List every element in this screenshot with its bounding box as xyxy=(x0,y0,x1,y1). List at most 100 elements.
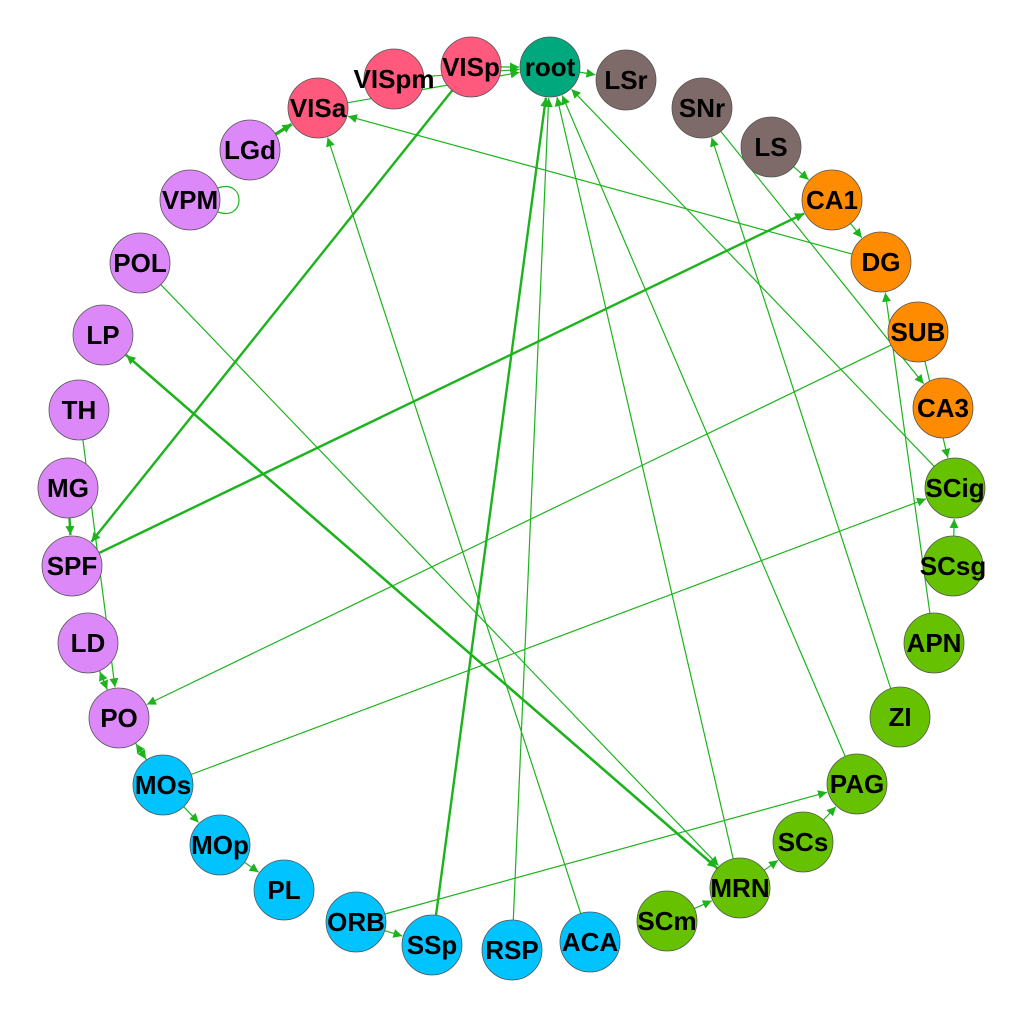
node-MG[interactable]: MG xyxy=(37,457,99,519)
node-LD[interactable]: LD xyxy=(57,612,119,674)
node-PL[interactable]: PL xyxy=(253,859,315,921)
node-VISpm[interactable]: VISpm xyxy=(354,48,435,110)
edge-SCm-MRN xyxy=(694,900,713,910)
node-label: ZI xyxy=(888,702,911,732)
edge-SCs-PAG xyxy=(822,806,837,821)
node-MOp[interactable]: MOp xyxy=(189,814,251,876)
node-circle xyxy=(109,232,171,294)
node-circle xyxy=(189,814,251,876)
node-label: MOp xyxy=(191,830,249,860)
node-label: LP xyxy=(86,320,119,350)
node-SCig[interactable]: SCig xyxy=(924,457,986,519)
node-label: ORB xyxy=(327,907,385,937)
node-circle xyxy=(826,753,888,815)
edge-CA1-DG xyxy=(850,223,863,239)
node-circle xyxy=(671,77,733,139)
node-label: SCm xyxy=(637,906,696,936)
edge-ORB-SSp xyxy=(384,929,403,938)
edge-SUB-PO xyxy=(146,344,892,706)
node-label: LSr xyxy=(604,65,647,95)
node-SCs[interactable]: SCs xyxy=(772,811,834,873)
node-label: SSp xyxy=(407,930,458,960)
edge-MOs-PO xyxy=(135,743,148,761)
node-PAG[interactable]: PAG xyxy=(826,753,888,815)
node-label: SNr xyxy=(679,93,725,123)
node-SSp[interactable]: SSp xyxy=(401,914,463,976)
node-MOs[interactable]: MOs xyxy=(132,754,194,816)
node-circle xyxy=(519,36,581,98)
node-ZI[interactable]: ZI xyxy=(869,686,931,748)
node-circle xyxy=(440,36,502,98)
node-VPM[interactable]: VPM xyxy=(159,169,221,231)
node-circle xyxy=(912,377,974,439)
node-circle xyxy=(850,231,912,293)
node-label: POL xyxy=(113,248,167,278)
node-SCsg[interactable]: SCsg xyxy=(920,535,986,597)
node-ORB[interactable]: ORB xyxy=(325,891,387,953)
node-label: PL xyxy=(267,875,300,905)
node-circle xyxy=(88,687,150,749)
node-RSP[interactable]: RSP xyxy=(481,919,543,981)
node-LS[interactable]: LS xyxy=(740,116,802,178)
node-circle xyxy=(363,48,425,110)
node-circle xyxy=(287,77,349,139)
edge-MOs-SCig xyxy=(190,497,927,776)
edge-PAG-root xyxy=(561,95,846,757)
edge-SPF-CA1 xyxy=(98,212,805,555)
node-label: PAG xyxy=(830,769,884,799)
node-label: SUB xyxy=(891,317,946,347)
node-circle xyxy=(41,535,103,597)
node-label: VISa xyxy=(290,93,347,123)
node-label: TH xyxy=(62,395,97,425)
node-label: SCig xyxy=(925,473,984,503)
edge-VISp-SPF xyxy=(90,89,454,543)
node-circle xyxy=(72,304,134,366)
node-circle xyxy=(57,612,119,674)
node-circle xyxy=(869,686,931,748)
node-label: LGd xyxy=(224,135,276,165)
node-SCm[interactable]: SCm xyxy=(636,890,698,952)
node-circle xyxy=(219,119,281,181)
node-root[interactable]: root xyxy=(519,36,581,98)
node-label: LS xyxy=(754,132,787,162)
node-label: CA1 xyxy=(806,185,858,215)
node-circle xyxy=(401,914,463,976)
edge-SSp-root xyxy=(434,97,550,916)
node-POL[interactable]: POL xyxy=(109,232,171,294)
node-DG[interactable]: DG xyxy=(850,231,912,293)
node-LSr[interactable]: LSr xyxy=(595,49,657,111)
node-label: CA3 xyxy=(917,393,969,423)
node-label: VISpm xyxy=(354,64,435,94)
node-LP[interactable]: LP xyxy=(72,304,134,366)
edge-VPM-VPM xyxy=(217,185,240,215)
node-circle xyxy=(740,116,802,178)
node-circle xyxy=(887,301,949,363)
node-CA3[interactable]: CA3 xyxy=(912,377,974,439)
node-circle xyxy=(132,754,194,816)
node-circle xyxy=(159,169,221,231)
edge-root-LSr xyxy=(579,68,596,78)
edge-MRN-LP xyxy=(125,354,719,870)
edge-RSP-root xyxy=(512,97,553,921)
node-SNr[interactable]: SNr xyxy=(671,77,733,139)
node-VISp[interactable]: VISp xyxy=(440,36,502,98)
node-VISa[interactable]: VISa xyxy=(287,77,349,139)
node-label: PO xyxy=(100,703,138,733)
node-circle xyxy=(636,890,698,952)
node-SUB[interactable]: SUB xyxy=(887,301,949,363)
node-ACA[interactable]: ACA xyxy=(559,911,621,973)
node-circle xyxy=(903,612,965,674)
node-APN[interactable]: APN xyxy=(903,612,965,674)
node-TH[interactable]: TH xyxy=(48,379,110,441)
edge-POL-MRN xyxy=(160,284,719,867)
node-label: SPF xyxy=(47,551,98,581)
node-CA1[interactable]: CA1 xyxy=(801,169,863,231)
node-circle xyxy=(922,535,984,597)
node-circle xyxy=(559,911,621,973)
node-label: RSP xyxy=(485,935,538,965)
node-SPF[interactable]: SPF xyxy=(41,535,103,597)
node-PO[interactable]: PO xyxy=(88,687,150,749)
node-MRN[interactable]: MRN xyxy=(709,857,771,919)
node-LGd[interactable]: LGd xyxy=(219,119,281,181)
